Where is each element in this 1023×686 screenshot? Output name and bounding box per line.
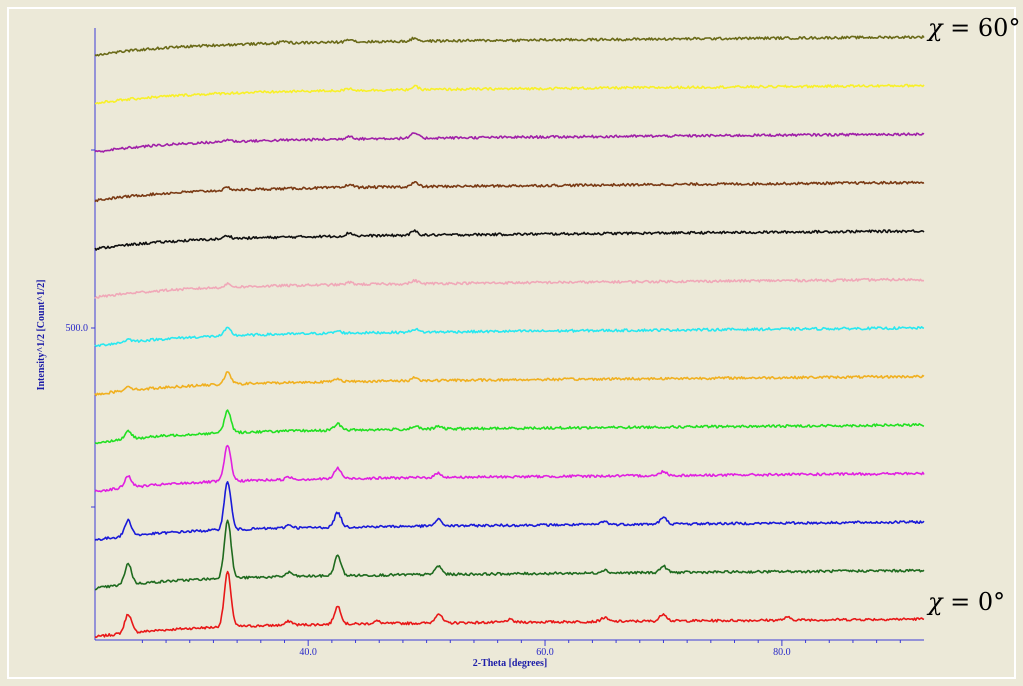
chi-60-label: χ = 60° bbox=[928, 14, 1020, 42]
y-tick-label: 500.0 bbox=[66, 323, 89, 334]
series-line-1 bbox=[94, 519, 925, 591]
series-layer bbox=[94, 35, 925, 639]
series-line-8 bbox=[94, 229, 925, 251]
y-axis-label: Intensity^1/2 [Count^1/2] bbox=[36, 280, 47, 391]
series-line-7 bbox=[94, 277, 925, 300]
x-tick-label: 40.0 bbox=[299, 647, 317, 658]
x-tick-label: 80.0 bbox=[773, 647, 791, 658]
series-line-5 bbox=[94, 371, 925, 397]
series-line-6 bbox=[94, 326, 925, 347]
series-line-3 bbox=[94, 444, 925, 493]
chi-0-label: χ = 0° bbox=[928, 588, 1005, 616]
x-tick-label: 60.0 bbox=[536, 647, 554, 658]
x-axis-label: 2-Theta [degrees] bbox=[473, 658, 548, 669]
chi-symbol: χ bbox=[928, 14, 943, 42]
series-line-4 bbox=[94, 409, 925, 445]
chi-60-value: = 60° bbox=[942, 14, 1021, 42]
series-line-11 bbox=[95, 83, 925, 105]
chi-0-value: = 0° bbox=[942, 588, 1006, 616]
chi-symbol: χ bbox=[928, 588, 943, 616]
x-ticks: 40.0 60.0 80.0 bbox=[141, 640, 901, 658]
series-line-10 bbox=[94, 132, 925, 153]
series-line-9 bbox=[94, 180, 925, 203]
series-line-12 bbox=[94, 35, 925, 57]
series-line-0 bbox=[94, 570, 925, 639]
series-line-2 bbox=[94, 481, 925, 541]
